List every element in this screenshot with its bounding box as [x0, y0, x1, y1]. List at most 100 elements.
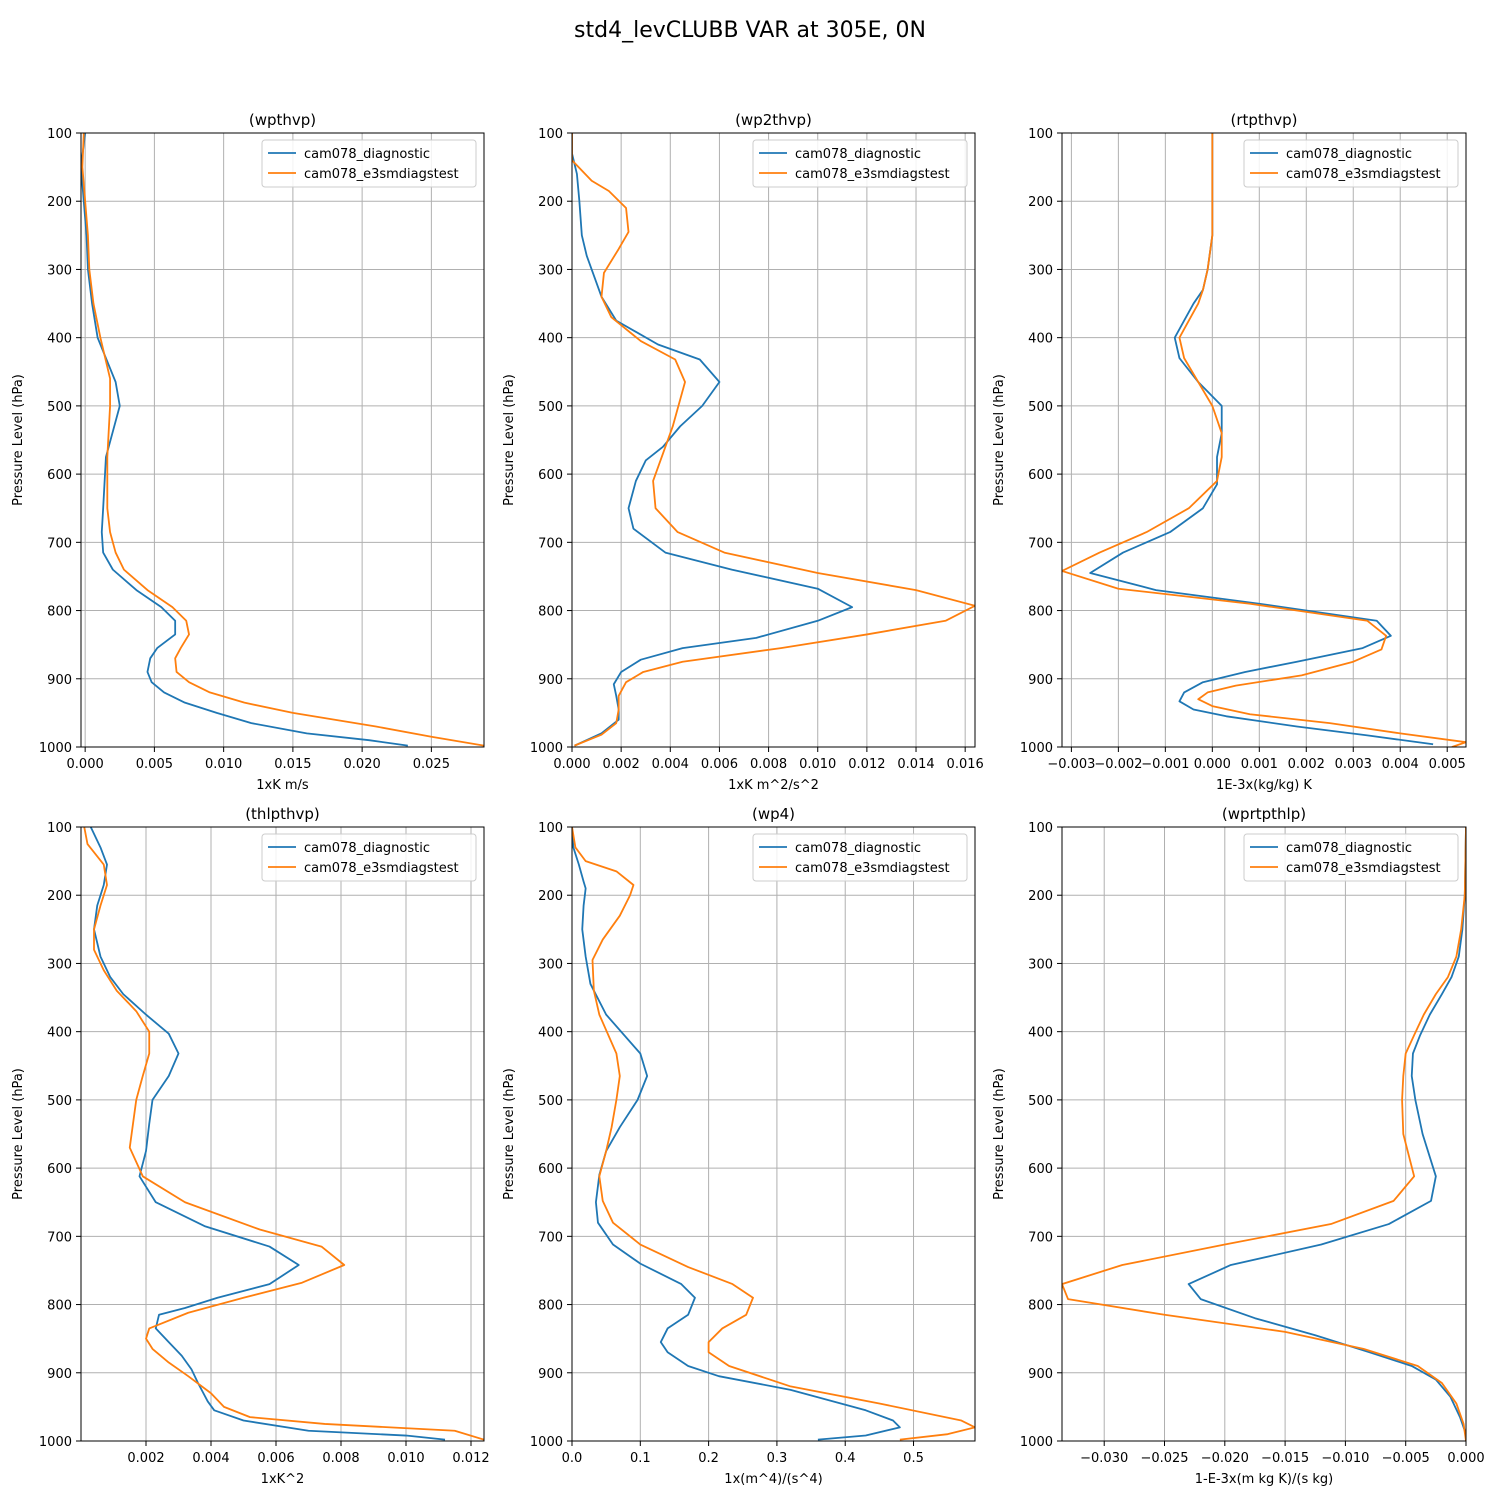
chart-3-ytick-label-0: 100 [1028, 127, 1053, 142]
chart-6-ylabel: Pressure Level (hPa) [992, 1068, 1007, 1200]
chart-2-xtick-label-7: 0.014 [897, 757, 934, 772]
chart-6-ytick-label-2: 300 [1028, 957, 1053, 972]
chart-1-xtick-label-0: 0.000 [67, 757, 104, 772]
subplots: 0.000 0.005 0.010 0.015 0.020 0.025 100 200 300 4… [11, 111, 1485, 1487]
chart-3-ytick-label-8: 900 [1028, 673, 1053, 688]
chart-5-xtick-label-2: 0.2 [698, 1451, 719, 1466]
chart-1-axes-frame [80, 132, 485, 748]
chart-5-series-cam078_diagnostic [572, 827, 901, 1441]
chart-4-ytick-label-2: 300 [47, 957, 72, 972]
chart-3-legend-label-1: cam078_e3smdiagstest [1286, 167, 1441, 182]
chart-6-xtick-label-3: −0.015 [1261, 1451, 1309, 1466]
chart-4-xtick-label-4: 0.010 [387, 1451, 424, 1466]
chart-1-series-cam078_e3smdiagstest [81, 133, 484, 747]
chart-1-xlabel: 1xK m/s [256, 778, 309, 793]
chart-3-ytick-label-9: 1000 [1020, 741, 1053, 756]
chart-5-ytick-label-5: 600 [538, 1162, 563, 1177]
chart-3-xtick-label-0: −0.003 [1047, 757, 1095, 772]
chart-2-ytick-label-9: 1000 [530, 741, 563, 756]
chart-4-ytick-label-9: 1000 [39, 1435, 72, 1450]
chart-4-ytick-label-1: 200 [47, 889, 72, 904]
chart-2-xtick-label-3: 0.006 [701, 757, 738, 772]
chart-3-series-cam078_e3smdiagstest [1062, 133, 1466, 747]
chart-5-xtick-label-4: 0.4 [835, 1451, 856, 1466]
chart-2-ytick-label-8: 900 [538, 673, 563, 688]
chart-6-legend: cam078_diagnostic cam078_e3smdiagstest [1243, 833, 1459, 882]
chart-1-ylabel: Pressure Level (hPa) [11, 374, 26, 506]
chart-4-legend-label-1: cam078_e3smdiagstest [304, 861, 459, 876]
chart-6: −0.030 −0.025 −0.020 −0.015 −0.010 −0.005 0.00… [992, 805, 1485, 1487]
chart-3-series-group [1062, 133, 1466, 747]
chart-5-ytick-label-7: 800 [538, 1299, 563, 1314]
chart-6-axes-frame [1061, 826, 1467, 1442]
chart-6-legend-label-0: cam078_diagnostic [1286, 841, 1412, 856]
chart-5-xlabel: 1x(m^4)/(s^4) [724, 1472, 822, 1487]
chart-1-ytick-label-6: 700 [47, 536, 72, 551]
chart-3-ytick-label-1: 200 [1028, 195, 1053, 210]
chart-4-ytick-label-3: 400 [47, 1026, 72, 1041]
chart-2-xlabel: 1xK m^2/s^2 [728, 778, 819, 793]
chart-5-legend: cam078_diagnostic cam078_e3smdiagstest [752, 833, 968, 882]
chart-5-series-group [572, 827, 975, 1441]
chart-3-xtick-label-7: 0.004 [1382, 757, 1419, 772]
chart-6-ytick-label-3: 400 [1028, 1026, 1053, 1041]
chart-5-axes-frame [571, 826, 976, 1442]
chart-3-ytick-label-7: 800 [1028, 605, 1053, 620]
chart-4-ylabel: Pressure Level (hPa) [11, 1068, 26, 1200]
chart-1-xtick-label-4: 0.020 [344, 757, 381, 772]
chart-3-ytick-label-2: 300 [1028, 263, 1053, 278]
chart-1-ytick-label-8: 900 [47, 673, 72, 688]
chart-1-ytick-label-5: 600 [47, 468, 72, 483]
chart-3-axes-frame [1061, 132, 1467, 748]
chart-2-xtick-label-8: 0.016 [947, 757, 984, 772]
chart-1-legend-label-1: cam078_e3smdiagstest [304, 167, 459, 182]
chart-2-ytick-label-2: 300 [538, 263, 563, 278]
chart-6-xtick-label-0: −0.030 [1080, 1451, 1128, 1466]
chart-5-ytick-label-2: 300 [538, 957, 563, 972]
chart-3-legend: cam078_diagnostic cam078_e3smdiagstest [1243, 139, 1459, 188]
chart-2-legend: cam078_diagnostic cam078_e3smdiagstest [752, 139, 968, 188]
chart-1-xtick-label-5: 0.025 [413, 757, 450, 772]
chart-1-ytick-label-0: 100 [47, 127, 72, 142]
chart-2-xtick-label-2: 0.004 [652, 757, 689, 772]
chart-5-xtick-label-3: 0.3 [767, 1451, 788, 1466]
chart-4-ytick-label-7: 800 [47, 1299, 72, 1314]
chart-5: 0.0 0.1 0.2 0.3 0.4 0.5 100 200 300 400 500 600 700 8… [502, 805, 976, 1487]
chart-1-title: (wpthvp) [249, 111, 316, 129]
chart-5-ytick-label-9: 1000 [530, 1435, 563, 1450]
chart-6-ytick-label-7: 800 [1028, 1299, 1053, 1314]
chart-3-ytick-label-6: 700 [1028, 536, 1053, 551]
chart-4: 0.002 0.004 0.006 0.008 0.010 0.012 100 200 300 4… [11, 805, 490, 1487]
chart-2-title: (wp2thvp) [735, 111, 812, 129]
chart-6-ytick-label-9: 1000 [1020, 1435, 1053, 1450]
chart-5-ytick-label-0: 100 [538, 821, 563, 836]
chart-1-ytick-label-7: 800 [47, 605, 72, 620]
chart-5-ytick-label-4: 500 [538, 1094, 563, 1109]
chart-4-xtick-label-2: 0.006 [257, 1451, 294, 1466]
chart-3-xtick-label-1: −0.002 [1094, 757, 1142, 772]
chart-3-legend-box [1243, 139, 1459, 188]
chart-4-legend-box [261, 833, 477, 882]
chart-2-legend-label-0: cam078_diagnostic [795, 147, 921, 162]
chart-5-ylabel: Pressure Level (hPa) [502, 1068, 517, 1200]
chart-2-xtick-label-6: 0.012 [848, 757, 885, 772]
chart-6-ytick-label-6: 700 [1028, 1230, 1053, 1245]
chart-1-series-cam078_diagnostic [81, 133, 408, 747]
chart-2-series-cam078_e3smdiagstest [572, 133, 975, 747]
chart-4-xtick-label-5: 0.012 [452, 1451, 489, 1466]
figure-title: std4_levCLUBB VAR at 305E, 0N [574, 18, 926, 43]
chart-4-ytick-label-8: 900 [47, 1367, 72, 1382]
chart-3-xlabel: 1E-3x(kg/kg) K [1216, 778, 1312, 793]
chart-1-legend-box [261, 139, 477, 188]
chart-2-series-group [572, 133, 975, 747]
chart-3-legend-label-0: cam078_diagnostic [1286, 147, 1412, 162]
chart-1-xtick-label-2: 0.010 [205, 757, 242, 772]
chart-5-xtick-label-0: 0.0 [562, 1451, 583, 1466]
chart-4-legend: cam078_diagnostic cam078_e3smdiagstest [261, 833, 477, 882]
chart-2-ytick-label-7: 800 [538, 605, 563, 620]
chart-2-xtick-label-1: 0.002 [603, 757, 640, 772]
chart-3-ylabel: Pressure Level (hPa) [992, 374, 1007, 506]
chart-1: 0.000 0.005 0.010 0.015 0.020 0.025 100 200 300 4… [11, 111, 485, 793]
chart-5-xtick-label-1: 0.1 [630, 1451, 651, 1466]
